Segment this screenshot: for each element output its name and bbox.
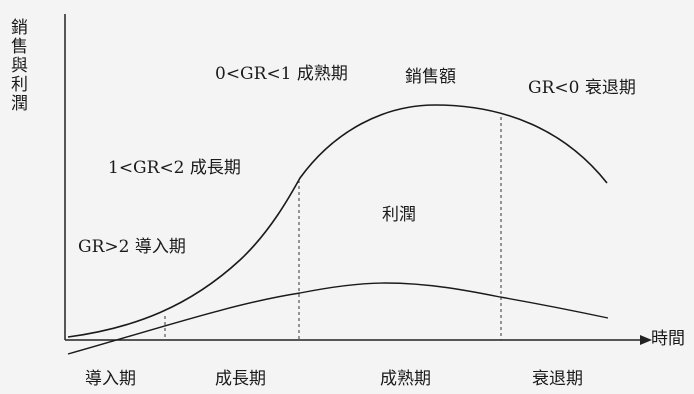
- sales-curve-label: 銷售額: [405, 67, 456, 87]
- stage-label-intro: 導入期: [85, 369, 136, 389]
- profit-curve-label: 利潤: [382, 205, 416, 225]
- x-axis-label: 時間: [651, 329, 685, 349]
- x-axis-arrow: [640, 335, 652, 345]
- phase-label-decline: GR<0 衰退期: [528, 78, 636, 98]
- stage-label-mature: 成熟期: [380, 369, 431, 389]
- phase-label-growth: 1<GR<2 成長期: [108, 158, 241, 178]
- stage-label-decline: 衰退期: [532, 369, 583, 389]
- sales-curve: [67, 104, 608, 338]
- phase-label-intro: GR>2 導入期: [78, 237, 186, 257]
- y-axis-label: 銷售與利潤: [7, 18, 27, 113]
- phase-label-mature: 0<GR<1 成熟期: [215, 64, 348, 84]
- stage-label-growth: 成長期: [215, 369, 266, 389]
- profit-curve: [67, 282, 609, 355]
